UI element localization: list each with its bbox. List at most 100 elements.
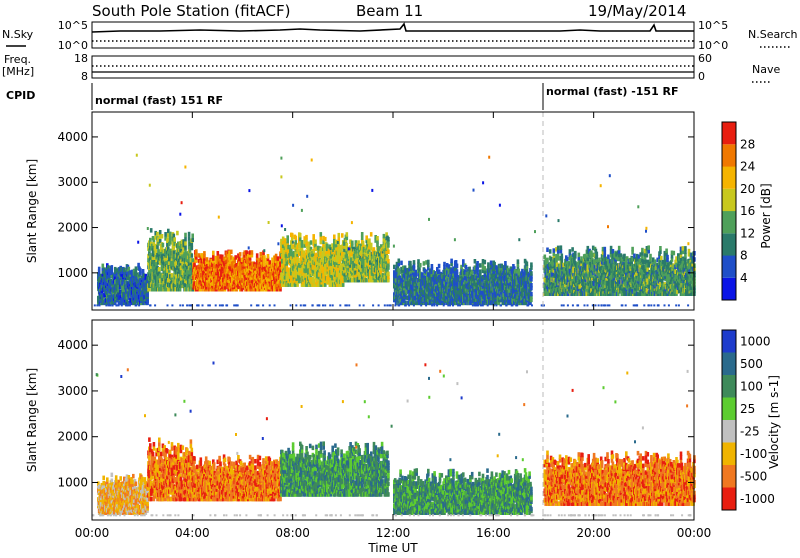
data-cell (324, 237, 327, 242)
data-cell (456, 269, 459, 274)
data-cell (173, 246, 176, 251)
noise-tick-left-bottom: 10^0 (58, 39, 88, 52)
data-cell (171, 273, 174, 278)
data-cell (431, 264, 434, 269)
data-cell (158, 267, 161, 272)
noise-tick-right-top: 10^5 (698, 19, 728, 32)
nsearch-label: N.Search (748, 28, 798, 41)
data-cell (188, 236, 191, 241)
data-cell (267, 254, 270, 259)
data-cell (150, 228, 153, 233)
data-cell (370, 243, 373, 248)
data-cell (169, 236, 172, 241)
date-title: 19/May/2014 (588, 2, 686, 20)
data-cell (305, 235, 308, 240)
data-cell (320, 232, 323, 237)
data-cell (98, 267, 101, 272)
data-cell (212, 251, 215, 256)
data-cell (184, 237, 187, 242)
nave-tick-top: 60 (698, 52, 712, 65)
data-cell (191, 234, 194, 239)
data-cell (277, 256, 280, 261)
data-cell (376, 236, 379, 241)
data-cell (297, 258, 300, 263)
data-cell (438, 264, 441, 269)
data-cell (530, 283, 533, 288)
data-cell (530, 292, 533, 297)
data-cell (346, 243, 349, 248)
beam-title: Beam 11 (356, 2, 423, 20)
data-cell (413, 260, 416, 265)
data-cell (135, 266, 138, 271)
data-cell (256, 253, 259, 257)
data-cell (398, 268, 401, 273)
data-cell (443, 262, 446, 267)
data-cell (398, 259, 401, 264)
data-cell (251, 250, 254, 255)
data-cell (368, 238, 371, 243)
data-cell (169, 240, 172, 245)
freq-tick-bottom: 8 (81, 70, 88, 83)
data-cell (191, 253, 194, 257)
data-cell (193, 263, 196, 268)
data-cell (387, 237, 390, 242)
data-cell (263, 255, 266, 260)
data-cell (295, 236, 298, 241)
data-cell (310, 240, 313, 245)
data-cell (299, 233, 302, 238)
data-cell (320, 240, 323, 245)
data-cell (203, 251, 206, 256)
data-cell (423, 261, 426, 266)
data-cell (333, 235, 336, 240)
data-cell (161, 234, 164, 239)
data-cell (301, 240, 304, 245)
data-cell (387, 259, 390, 264)
nsky-label: N.Sky (2, 28, 34, 41)
data-cell (111, 265, 114, 270)
data-cell (415, 270, 418, 275)
data-cell (419, 263, 422, 268)
cpid-label: CPID (6, 89, 35, 102)
data-cell (142, 269, 145, 274)
data-cell (504, 261, 507, 266)
data-cell (169, 232, 172, 237)
data-cell (284, 238, 287, 243)
data-cell (191, 238, 194, 243)
data-cell (365, 278, 368, 283)
data-cell (139, 268, 142, 273)
data-cell (484, 266, 487, 271)
data-cell (188, 232, 191, 237)
data-cell (479, 269, 482, 274)
data-cell (291, 233, 294, 238)
data-cell (361, 232, 364, 237)
data-cell (373, 247, 376, 252)
data-cell (184, 233, 187, 238)
data-cell (314, 239, 317, 244)
data-cell (162, 243, 165, 248)
data-cell (239, 252, 242, 257)
freq-tick-top: 18 (74, 52, 88, 65)
data-cell (484, 260, 487, 265)
data-cell (286, 235, 289, 240)
data-cell (184, 245, 187, 250)
data-cell (184, 241, 187, 246)
data-cell (476, 261, 479, 266)
noise-panel (92, 22, 694, 48)
data-cell (450, 259, 453, 264)
data-cell (156, 232, 159, 237)
freq-label-2: [MHz] (2, 65, 34, 78)
data-cell (474, 259, 477, 264)
data-cell (386, 255, 389, 260)
data-cell (217, 251, 220, 256)
data-cell (526, 262, 529, 267)
nave-label: Nave (752, 63, 780, 76)
data-cell (326, 244, 329, 249)
data-cell (341, 233, 344, 238)
data-cell (206, 257, 209, 262)
noise-tick-left-top: 10^5 (58, 19, 88, 32)
data-cell (176, 231, 179, 236)
data-cell (338, 233, 341, 238)
data-cell (456, 264, 459, 269)
